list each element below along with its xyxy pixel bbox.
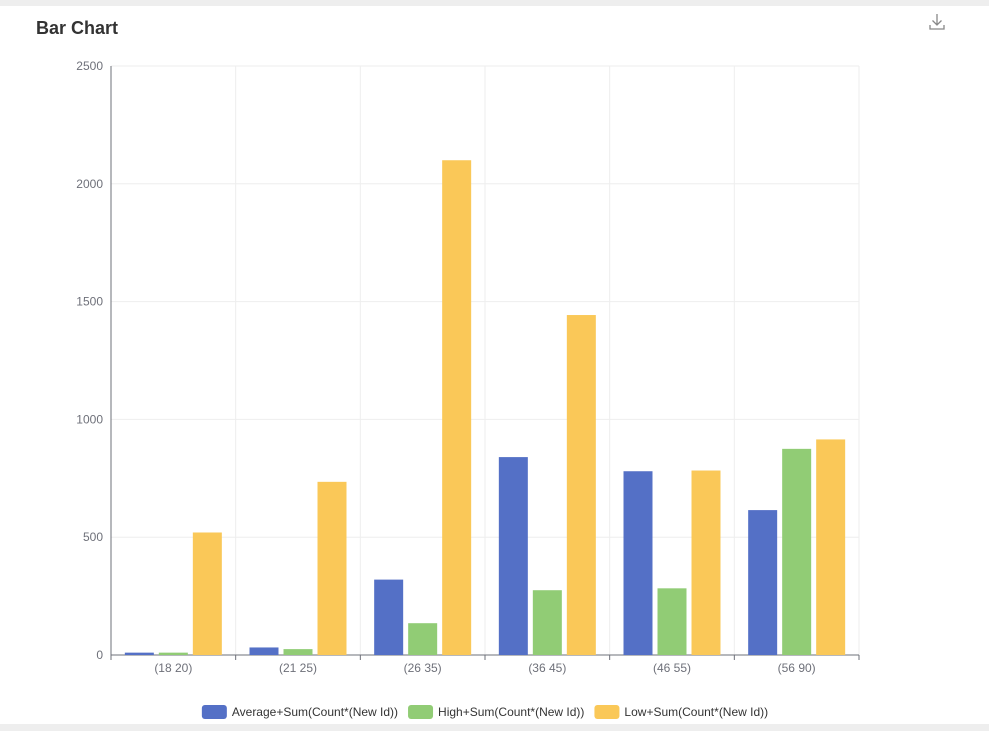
bar-2-1[interactable] bbox=[158, 652, 188, 655]
legend-swatch bbox=[594, 705, 620, 719]
bar-2-5[interactable] bbox=[657, 588, 687, 655]
x-tick-label: (46 55) bbox=[653, 661, 691, 675]
bar-2-4[interactable] bbox=[532, 590, 562, 655]
bar-1-5[interactable] bbox=[623, 471, 653, 655]
grid-lines bbox=[111, 65, 860, 655]
bars bbox=[124, 160, 846, 656]
bar-1-2[interactable] bbox=[249, 647, 279, 655]
legend-item-2[interactable]: High+Sum(Count*(New Id)) bbox=[408, 705, 584, 719]
top-divider bbox=[0, 0, 989, 6]
legend-label: Low+Sum(Count*(New Id)) bbox=[624, 705, 768, 719]
x-tick-label: (18 20) bbox=[154, 661, 192, 675]
bar-1-4[interactable] bbox=[498, 457, 528, 655]
axes: 0 500 1000 1500 2000 2500 (18 20) (21 25) (26 35… bbox=[76, 59, 860, 675]
y-tick-label: 2500 bbox=[76, 59, 103, 73]
x-tick-label: (36 45) bbox=[528, 661, 566, 675]
y-tick-label: 2000 bbox=[76, 177, 103, 191]
legend-label: Average+Sum(Count*(New Id)) bbox=[232, 705, 398, 719]
bar-1-6[interactable] bbox=[748, 510, 778, 655]
bar-2-2[interactable] bbox=[283, 649, 313, 655]
legend-swatch bbox=[201, 705, 227, 719]
bar-1-3[interactable] bbox=[374, 579, 404, 655]
bar-3-5[interactable] bbox=[691, 470, 721, 655]
x-tick-label: (56 90) bbox=[778, 661, 816, 675]
legend-item-1[interactable]: Average+Sum(Count*(New Id)) bbox=[201, 705, 398, 719]
bar-3-1[interactable] bbox=[192, 532, 222, 655]
legend-label: High+Sum(Count*(New Id)) bbox=[438, 705, 584, 719]
bar-3-6[interactable] bbox=[816, 439, 846, 655]
legend[interactable]: Average+Sum(Count*(New Id)) High+Sum(Coun… bbox=[201, 705, 768, 719]
y-tick-label: 500 bbox=[83, 530, 103, 544]
download-icon[interactable] bbox=[927, 12, 947, 32]
bottom-divider bbox=[0, 724, 989, 731]
y-tick-label: 1500 bbox=[76, 295, 103, 309]
bar-1-1[interactable] bbox=[124, 652, 154, 655]
bar-3-2[interactable] bbox=[317, 481, 347, 655]
bar-3-3[interactable] bbox=[442, 160, 472, 656]
y-tick-label: 1000 bbox=[76, 412, 103, 426]
bar-2-3[interactable] bbox=[408, 623, 438, 655]
download-icon-glyph bbox=[929, 14, 945, 30]
legend-item-3[interactable]: Low+Sum(Count*(New Id)) bbox=[594, 705, 768, 719]
legend-swatch bbox=[408, 705, 434, 719]
bar-2-6[interactable] bbox=[782, 448, 812, 655]
chart-title: Bar Chart bbox=[36, 18, 119, 38]
bar-3-4[interactable] bbox=[566, 315, 596, 655]
x-tick-label: (26 35) bbox=[404, 661, 442, 675]
x-tick-label: (21 25) bbox=[279, 661, 317, 675]
y-tick-label: 0 bbox=[96, 648, 103, 662]
